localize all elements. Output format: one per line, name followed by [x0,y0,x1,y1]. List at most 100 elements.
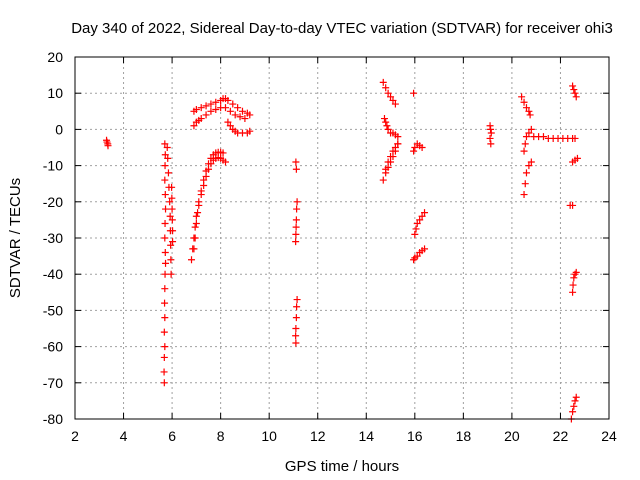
data-point [570,86,578,94]
data-point [384,125,392,133]
data-point [212,105,220,113]
data-point [292,223,300,231]
data-point [389,147,397,155]
data-point [382,84,390,92]
data-point [103,138,111,146]
data-point [229,100,237,108]
y-tick-label: -50 [43,302,63,318]
data-point [192,105,200,113]
data-point [518,93,526,101]
data-point [164,169,172,177]
data-point [569,82,577,90]
x-tick-label: 20 [504,428,520,444]
data-point [161,343,169,351]
data-point [387,153,395,161]
data-point [292,332,300,340]
y-tick-label: -60 [43,339,63,355]
data-point [382,118,390,126]
data-point [161,314,169,322]
data-point [387,93,395,101]
data-point [169,227,177,235]
data-point [166,212,174,220]
data-point [410,256,418,264]
data-point [195,198,203,206]
x-tick-label: 8 [217,428,225,444]
data-point [571,89,579,97]
data-point [383,122,391,130]
data-point [412,225,420,233]
data-point [167,241,175,249]
data-point [197,104,205,112]
y-tick-label: -80 [43,411,63,427]
data-point [197,115,205,123]
x-tick-label: 16 [407,428,423,444]
y-tick-label: -10 [43,158,63,174]
data-point [292,325,300,332]
data-point [380,115,388,123]
data-point [520,147,528,155]
data-point [487,125,495,133]
data-point [164,154,172,162]
data-point [161,234,169,242]
data-point [572,268,580,276]
data-point [162,259,170,267]
data-point [191,234,199,242]
data-point [205,160,212,168]
data-point [231,111,239,119]
data-point [226,122,234,130]
data-point [384,89,392,97]
data-point [410,89,418,97]
x-tick-label: 4 [120,428,128,444]
data-point [394,140,402,148]
data-point [379,176,387,184]
data-point [160,353,168,361]
data-point [202,167,210,175]
data-point [292,339,300,347]
data-point [219,149,227,157]
data-point [236,113,244,121]
data-point [394,133,402,141]
data-point [246,111,254,119]
data-point [161,176,169,184]
data-point [292,230,300,238]
data-point [411,230,419,238]
data-point [192,212,200,220]
data-point [526,111,534,119]
data-point [391,144,399,151]
data-point [224,118,232,126]
data-point [234,104,242,112]
data-point [522,169,530,177]
data-point [293,296,301,304]
x-tick-label: 18 [456,428,472,444]
data-point [569,281,577,289]
y-tick-label: 0 [55,121,63,137]
data-point [221,104,229,112]
data-point [207,107,215,115]
data-point [410,147,418,155]
data-point [224,96,232,104]
x-tick-label: 10 [261,428,277,444]
data-point [207,100,215,108]
x-tick-label: 14 [358,428,374,444]
data-point [200,176,208,184]
data-point [162,205,170,213]
data-point [163,144,171,151]
x-tick-label: 22 [553,428,569,444]
data-point [525,107,533,115]
data-point [104,142,112,150]
y-tick-label: -40 [43,266,63,282]
data-point [522,133,530,141]
data-point [168,205,176,213]
data-point [194,209,202,217]
data-point [161,162,169,170]
data-point [293,198,301,206]
data-point [190,122,198,130]
data-point [167,256,175,264]
data-point [416,216,424,224]
x-tick-label: 2 [71,428,79,444]
data-point [246,127,254,135]
data-point [571,397,579,405]
data-point [168,183,176,191]
x-axis-label: GPS time / hours [285,458,399,475]
